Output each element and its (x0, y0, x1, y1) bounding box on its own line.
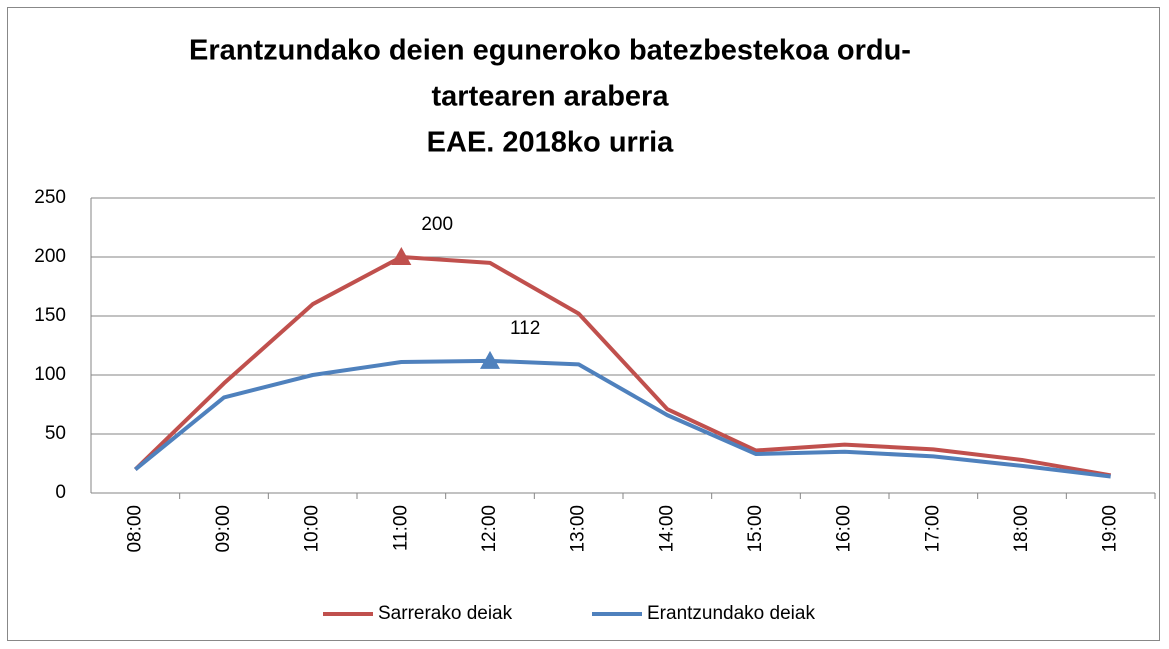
x-tick-label: 15:00 (745, 505, 766, 553)
x-tick-label: 13:00 (568, 505, 589, 553)
data-label: 200 (421, 214, 453, 235)
chart-title: tartearen arabera (432, 81, 670, 113)
x-tick-label: 16:00 (834, 505, 855, 553)
y-tick-label: 50 (45, 423, 66, 444)
x-tick-label: 11:00 (390, 505, 411, 551)
chart-title: Erantzundako deien eguneroko batezbestek… (189, 35, 911, 67)
x-tick-label: 19:00 (1100, 505, 1121, 553)
x-tick-label: 10:00 (302, 505, 323, 553)
point-marker (391, 247, 412, 265)
series-line (134, 358, 1111, 479)
point-marker (480, 350, 500, 369)
x-tick-label: 09:00 (213, 505, 234, 553)
data-label: 112 (510, 318, 540, 339)
x-tick-label: 08:00 (124, 505, 145, 553)
chart-subtitle: EAE. 2018ko urria (427, 127, 674, 159)
x-tick-label: 17:00 (922, 505, 943, 553)
y-tick-label: 150 (34, 305, 66, 326)
legend-label: Sarrerako deiak (378, 603, 513, 624)
x-tick-label: 12:00 (479, 505, 500, 553)
y-tick-label: 100 (34, 364, 66, 385)
chart-border (7, 7, 1160, 641)
x-tick-label: 14:00 (656, 505, 677, 553)
y-tick-label: 0 (55, 482, 66, 503)
y-tick-label: 250 (34, 187, 66, 208)
y-tick-label: 200 (34, 246, 66, 267)
x-tick-label: 18:00 (1011, 505, 1032, 553)
series-line (133, 255, 1112, 478)
legend-label: Erantzundako deiak (647, 603, 815, 624)
